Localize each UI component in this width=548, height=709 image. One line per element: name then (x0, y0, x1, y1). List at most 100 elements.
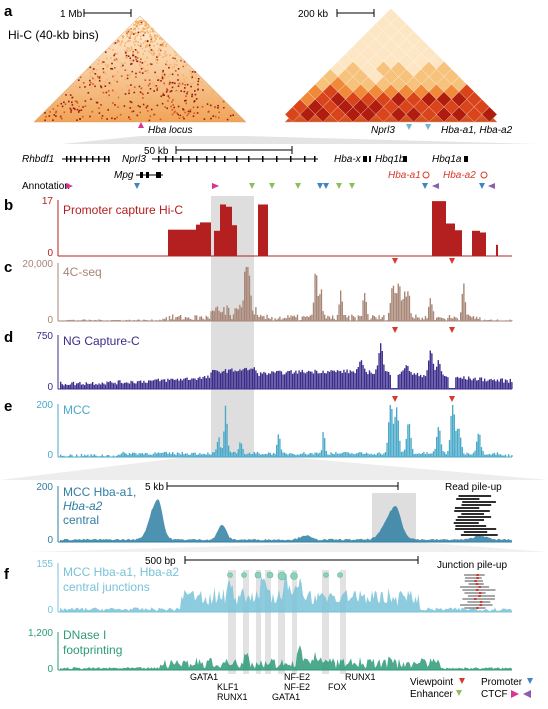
mcc-bar (228, 445, 230, 457)
capture-c-bar (460, 377, 462, 389)
4c-seq-bar (271, 316, 273, 321)
4c-seq-bar (336, 314, 339, 321)
scale-label-5kb: 5 kb (145, 482, 164, 493)
mcc-bar (424, 454, 427, 457)
capture-c-bar (240, 370, 243, 389)
capture-c-bar (394, 388, 396, 389)
scale-label-500bp: 500 bp (145, 556, 176, 567)
4c-seq-bar (376, 319, 379, 321)
4c-seq-bar (378, 315, 380, 321)
4c-seq-bar (92, 320, 94, 321)
mcc-bar (95, 455, 97, 457)
4c-seq-bar (455, 317, 457, 321)
4c-seq-bar (112, 320, 115, 321)
hic-marker-1 (406, 124, 412, 130)
4c-seq-bar (268, 318, 270, 321)
capture-c-bar (160, 379, 163, 389)
capture-c-bar (100, 384, 102, 389)
4c-seq-bar (221, 311, 223, 321)
capture-c-bar (266, 374, 268, 389)
capture-c-bar (466, 379, 468, 389)
capture-c-bar (504, 379, 507, 389)
4c-seq-bar (74, 320, 76, 321)
capture-c-bar (252, 368, 254, 389)
mcc-bar (210, 454, 212, 457)
capture-c-bar (309, 371, 311, 389)
mcc-bar (407, 424, 409, 457)
mcc-bar (319, 452, 321, 457)
mcc-bar (364, 454, 366, 457)
4c-seq-bar (420, 319, 422, 321)
junction-point (478, 595, 481, 597)
mcc-bar (293, 454, 295, 457)
track-e2-label-3: central (63, 513, 99, 527)
capture-c-bar (432, 363, 435, 389)
mcc-bar (103, 456, 105, 457)
capture-c-bar (333, 370, 335, 389)
mcc-bar (229, 451, 231, 457)
annotation-markers (66, 183, 495, 189)
mcc-bar (277, 434, 279, 457)
mcc-bar (104, 456, 107, 457)
mcc-bar (303, 452, 305, 457)
4c-seq-bar (293, 315, 295, 321)
capture-c-bar (114, 382, 116, 389)
mcc-bar (495, 454, 497, 457)
4c-seq-bar (436, 317, 438, 321)
4c-seq-bar (192, 319, 195, 321)
capture-c-bar (205, 378, 207, 389)
capture-c-bar (300, 372, 302, 389)
viewpoint-marker (449, 327, 455, 333)
4c-seq-bar (405, 296, 407, 321)
capture-c-bar (296, 373, 299, 389)
4c-seq-bar (383, 315, 385, 321)
capture-c-bar (290, 370, 292, 389)
capture-c-bar (60, 381, 62, 389)
mcc-bar (335, 452, 337, 457)
capture-c-bar (388, 372, 390, 389)
gene-label-hba-a2: Hba-a2 (443, 170, 476, 181)
mcc-bar (279, 438, 281, 457)
capture-c-bar (234, 370, 236, 389)
4c-seq-bar (362, 300, 364, 321)
capture-c-bar (436, 366, 438, 389)
ctcf-marker (432, 183, 439, 189)
mcc-bar (317, 453, 319, 457)
capture-c-bar (511, 382, 513, 389)
capture-c-bar (295, 370, 297, 389)
mcc-bar (159, 452, 161, 457)
capture-c-bar (384, 371, 387, 389)
mcc-bar (231, 452, 233, 457)
junction-point (474, 598, 477, 600)
capture-c-bar (349, 370, 351, 389)
4c-seq-bar (424, 315, 427, 321)
junction-point (476, 577, 479, 579)
mcc-bar (148, 454, 150, 457)
promoter-icon (527, 678, 533, 684)
viewpoint-marker (392, 327, 398, 333)
capture-hic-bar (432, 201, 446, 256)
capture-c-bar (183, 378, 185, 389)
capture-c-bar (133, 383, 135, 389)
mcc-bar (389, 405, 391, 457)
junction-circle (323, 572, 329, 578)
track-f1-ymax: 155 (36, 559, 53, 570)
track-e2-ymin: 0 (47, 535, 53, 546)
capture-c-bar (87, 383, 89, 389)
capture-c-bar (120, 382, 123, 389)
mcc-bar (61, 456, 63, 457)
capture-c-bar (386, 371, 388, 389)
mcc-bar (213, 452, 215, 457)
capture-c-bar (218, 371, 220, 389)
mcc-bar (96, 456, 99, 457)
mcc-bar (504, 454, 507, 457)
capture-c-bar (168, 379, 171, 389)
capture-c-bar (130, 380, 132, 389)
4c-seq-bar (255, 307, 257, 321)
mcc-bar (271, 454, 273, 457)
mcc-bar (146, 453, 148, 457)
mcc-bar (396, 407, 398, 457)
4c-seq-bar (437, 317, 439, 321)
mcc-bar (237, 449, 239, 457)
mcc-bar (292, 453, 294, 457)
